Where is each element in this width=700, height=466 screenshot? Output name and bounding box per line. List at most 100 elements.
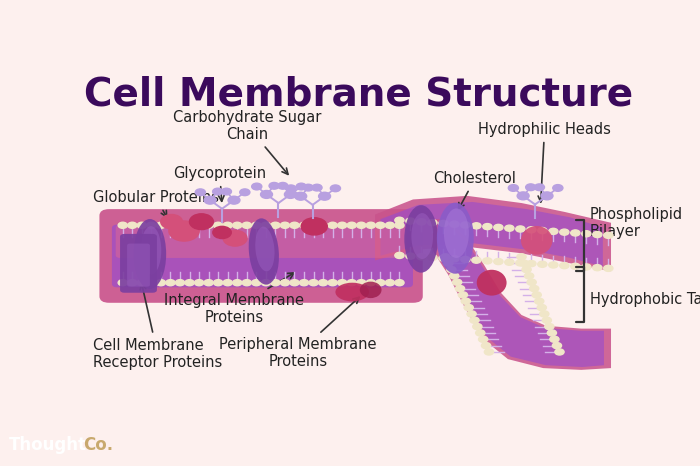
Text: Globular Proteins: Globular Proteins bbox=[93, 190, 219, 217]
Ellipse shape bbox=[412, 213, 433, 259]
Ellipse shape bbox=[335, 283, 369, 302]
Text: Cell Membrane
Receptor Proteins: Cell Membrane Receptor Proteins bbox=[93, 284, 222, 370]
Circle shape bbox=[406, 218, 415, 224]
Circle shape bbox=[603, 232, 613, 239]
Circle shape bbox=[395, 280, 404, 286]
Text: Cell Membrane Structure: Cell Membrane Structure bbox=[84, 75, 634, 114]
Circle shape bbox=[213, 226, 231, 239]
Circle shape bbox=[505, 259, 514, 265]
Circle shape bbox=[347, 280, 356, 286]
Circle shape bbox=[516, 260, 525, 266]
Circle shape bbox=[441, 254, 450, 260]
Circle shape bbox=[252, 222, 261, 228]
Circle shape bbox=[166, 222, 175, 228]
Circle shape bbox=[428, 254, 437, 260]
Circle shape bbox=[223, 230, 247, 246]
Circle shape bbox=[547, 330, 556, 336]
Circle shape bbox=[278, 183, 288, 189]
Circle shape bbox=[538, 227, 547, 233]
Circle shape bbox=[328, 222, 337, 228]
Circle shape bbox=[482, 343, 491, 349]
Text: Hydrophobic Tail: Hydrophobic Tail bbox=[590, 293, 700, 308]
Polygon shape bbox=[432, 219, 611, 370]
Circle shape bbox=[271, 222, 280, 228]
Circle shape bbox=[483, 258, 492, 264]
Circle shape bbox=[519, 260, 528, 266]
Circle shape bbox=[395, 222, 404, 228]
Circle shape bbox=[156, 280, 165, 286]
Circle shape bbox=[176, 280, 185, 286]
Circle shape bbox=[204, 196, 216, 204]
Circle shape bbox=[385, 280, 395, 286]
Circle shape bbox=[309, 222, 318, 228]
Circle shape bbox=[303, 184, 314, 191]
Circle shape bbox=[337, 280, 346, 286]
Circle shape bbox=[242, 222, 251, 228]
Text: Glycoprotein: Glycoprotein bbox=[173, 166, 266, 201]
Circle shape bbox=[318, 280, 328, 286]
Circle shape bbox=[517, 254, 526, 260]
Circle shape bbox=[185, 280, 194, 286]
Text: Integral Membrane
Proteins: Integral Membrane Proteins bbox=[164, 273, 304, 325]
Circle shape bbox=[309, 280, 318, 286]
Circle shape bbox=[555, 349, 564, 355]
Circle shape bbox=[290, 280, 299, 286]
Ellipse shape bbox=[477, 270, 507, 295]
Circle shape bbox=[195, 222, 204, 228]
Circle shape bbox=[538, 261, 547, 267]
Circle shape bbox=[223, 222, 232, 228]
Circle shape bbox=[280, 222, 290, 228]
Circle shape bbox=[195, 280, 204, 286]
Circle shape bbox=[428, 219, 437, 226]
Circle shape bbox=[406, 253, 415, 259]
Circle shape bbox=[484, 349, 494, 355]
Circle shape bbox=[337, 222, 346, 228]
Circle shape bbox=[522, 267, 531, 273]
Circle shape bbox=[526, 184, 536, 191]
Circle shape bbox=[301, 218, 328, 235]
Circle shape bbox=[330, 185, 340, 192]
Circle shape bbox=[603, 265, 613, 271]
Circle shape bbox=[461, 222, 470, 228]
Circle shape bbox=[534, 184, 545, 191]
Circle shape bbox=[508, 185, 519, 192]
Circle shape bbox=[541, 192, 553, 200]
Ellipse shape bbox=[248, 219, 279, 285]
Circle shape bbox=[439, 255, 448, 261]
Circle shape bbox=[464, 304, 473, 311]
Circle shape bbox=[252, 183, 262, 190]
Circle shape bbox=[156, 222, 165, 228]
Text: Phospholipid
Bilayer: Phospholipid Bilayer bbox=[590, 206, 683, 239]
Circle shape bbox=[535, 298, 544, 304]
Circle shape bbox=[137, 280, 146, 286]
Circle shape bbox=[376, 280, 385, 286]
Circle shape bbox=[118, 222, 127, 228]
Circle shape bbox=[447, 267, 456, 273]
Circle shape bbox=[223, 280, 232, 286]
Circle shape bbox=[195, 189, 205, 196]
Circle shape bbox=[540, 311, 549, 317]
Circle shape bbox=[532, 292, 541, 298]
Circle shape bbox=[549, 262, 558, 268]
Circle shape bbox=[376, 222, 385, 228]
Circle shape bbox=[461, 256, 470, 262]
Circle shape bbox=[228, 196, 240, 204]
Text: Cholesterol: Cholesterol bbox=[433, 171, 517, 209]
Circle shape bbox=[271, 280, 280, 286]
Circle shape bbox=[260, 191, 272, 199]
Circle shape bbox=[570, 263, 580, 269]
Polygon shape bbox=[375, 196, 611, 271]
Circle shape bbox=[232, 280, 242, 286]
Circle shape bbox=[366, 280, 375, 286]
Circle shape bbox=[366, 222, 375, 228]
Circle shape bbox=[560, 262, 569, 269]
Circle shape bbox=[593, 232, 602, 238]
Circle shape bbox=[461, 298, 470, 304]
Text: Hydrophilic Heads: Hydrophilic Heads bbox=[478, 122, 611, 202]
Ellipse shape bbox=[256, 226, 274, 271]
Circle shape bbox=[318, 192, 330, 200]
Circle shape bbox=[295, 192, 307, 200]
FancyBboxPatch shape bbox=[99, 209, 423, 303]
Circle shape bbox=[127, 222, 137, 228]
Circle shape bbox=[280, 280, 290, 286]
